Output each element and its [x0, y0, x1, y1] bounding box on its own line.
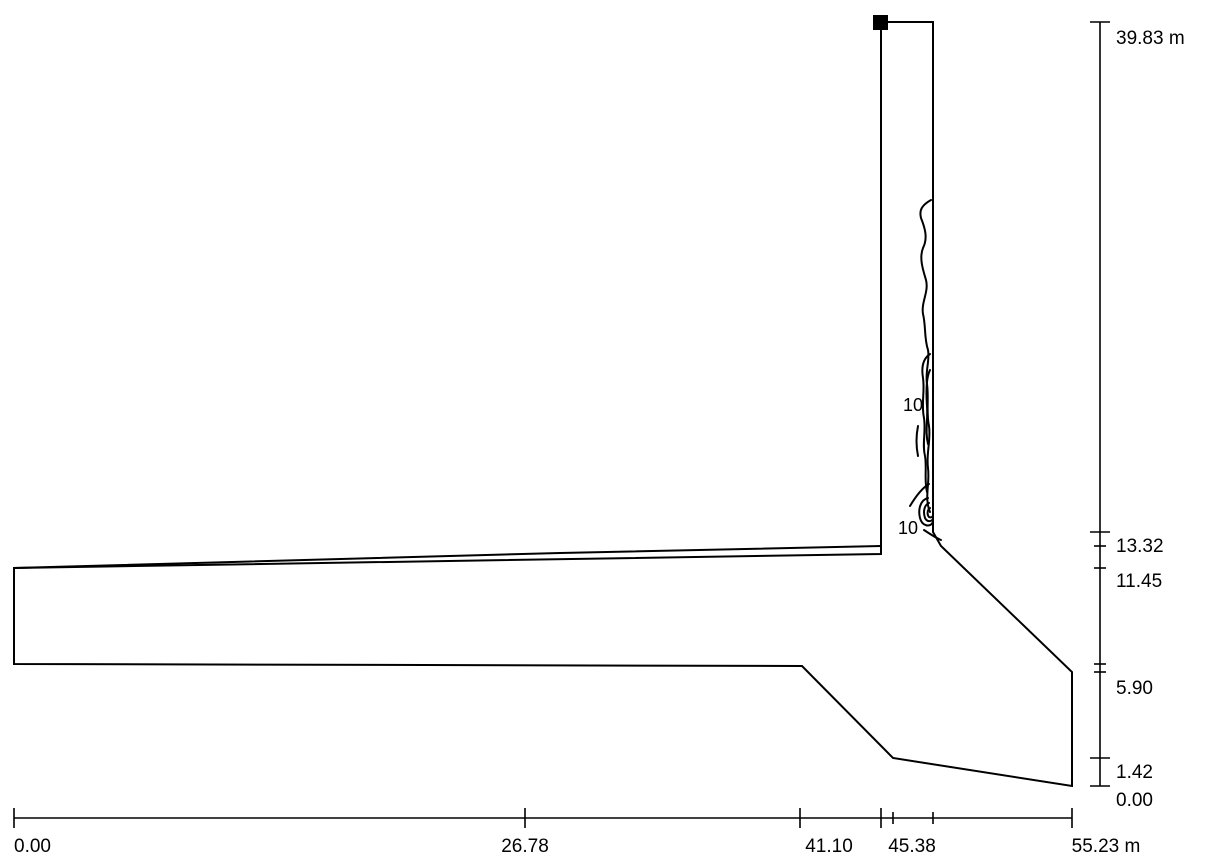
- vertical-dimension-label: 1.42: [1116, 762, 1153, 783]
- contour-ring-3: [926, 507, 934, 519]
- contour-label: 10: [898, 518, 918, 538]
- horizontal-dimension-label: 0.00: [14, 836, 51, 856]
- contour-line-middle: [921, 353, 931, 493]
- vertical-dimension-label: 11.45: [1116, 571, 1162, 592]
- horizontal-dimension-label: 55.23 m: [1072, 836, 1141, 856]
- horizontal-dimension-label: 41.10: [805, 836, 853, 856]
- contour-ring-2: [923, 502, 934, 523]
- contour-line-inner: [925, 369, 931, 445]
- top-marker: [873, 15, 888, 30]
- contour-line-lower: [909, 425, 930, 507]
- horizontal-dimension-label: 45.38: [888, 836, 936, 856]
- contour-tail: [923, 529, 942, 541]
- vertical-dimension-label: 5.90: [1116, 678, 1153, 699]
- vertical-dimension-label: 39.83 m: [1116, 28, 1185, 49]
- contour-ring-1: [918, 497, 934, 527]
- heel-top-edge: [13, 545, 882, 569]
- vertical-dimension-label: 0.00: [1116, 790, 1153, 811]
- horizontal-dimension-label: 26.78: [501, 836, 549, 856]
- wall-outline: [13, 21, 1073, 788]
- contour-label: 10: [903, 395, 923, 415]
- contour-line-outer: [919, 199, 932, 513]
- vertical-dimension-label: 13.32: [1116, 536, 1164, 557]
